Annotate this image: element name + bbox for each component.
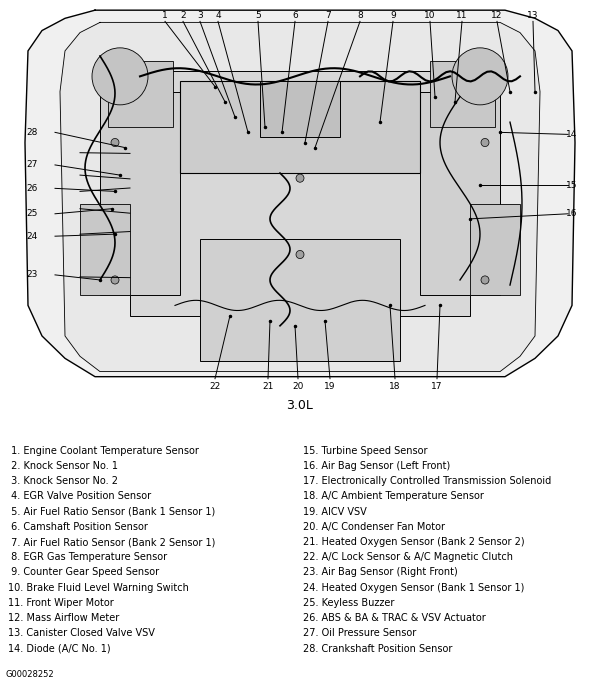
Text: 22: 22 bbox=[209, 382, 221, 391]
Text: 28. Crankshaft Position Sensor: 28. Crankshaft Position Sensor bbox=[303, 644, 452, 653]
Text: 20: 20 bbox=[292, 382, 304, 391]
Text: G00028252: G00028252 bbox=[5, 670, 53, 679]
Text: 5: 5 bbox=[255, 11, 261, 20]
Circle shape bbox=[111, 138, 119, 146]
Bar bbox=[430, 61, 495, 127]
Text: 23: 23 bbox=[26, 270, 38, 279]
Text: 11. Front Wiper Motor: 11. Front Wiper Motor bbox=[8, 598, 114, 608]
Text: 21: 21 bbox=[262, 382, 274, 391]
Circle shape bbox=[92, 48, 148, 105]
Text: 8. EGR Gas Temperature Sensor: 8. EGR Gas Temperature Sensor bbox=[8, 552, 167, 562]
Text: 13. Canister Closed Valve VSV: 13. Canister Closed Valve VSV bbox=[8, 629, 155, 638]
Text: 7: 7 bbox=[325, 11, 331, 20]
Text: 2. Knock Sensor No. 1: 2. Knock Sensor No. 1 bbox=[8, 461, 118, 471]
Circle shape bbox=[481, 138, 489, 146]
Text: 1: 1 bbox=[162, 11, 168, 20]
Text: 3. Knock Sensor No. 2: 3. Knock Sensor No. 2 bbox=[8, 476, 118, 486]
Text: 18. A/C Ambient Temperature Sensor: 18. A/C Ambient Temperature Sensor bbox=[303, 491, 484, 501]
Text: 10: 10 bbox=[424, 11, 436, 20]
Text: 12. Mass Airflow Meter: 12. Mass Airflow Meter bbox=[8, 613, 119, 623]
Text: 12: 12 bbox=[491, 11, 503, 20]
Bar bbox=[420, 92, 500, 295]
Text: 13: 13 bbox=[527, 11, 539, 20]
Circle shape bbox=[452, 48, 508, 105]
Text: 4: 4 bbox=[215, 11, 221, 20]
Text: 14. Diode (A/C No. 1): 14. Diode (A/C No. 1) bbox=[8, 644, 110, 653]
Text: 19. AICV VSV: 19. AICV VSV bbox=[303, 507, 367, 516]
Bar bbox=[108, 61, 173, 127]
Text: 8: 8 bbox=[357, 11, 363, 20]
Circle shape bbox=[111, 276, 119, 284]
Circle shape bbox=[296, 174, 304, 182]
Bar bbox=[470, 204, 520, 295]
Circle shape bbox=[481, 276, 489, 284]
Text: 9. Counter Gear Speed Sensor: 9. Counter Gear Speed Sensor bbox=[8, 568, 159, 577]
Text: 16. Air Bag Sensor (Left Front): 16. Air Bag Sensor (Left Front) bbox=[303, 461, 450, 471]
Text: 6. Camshaft Position Sensor: 6. Camshaft Position Sensor bbox=[8, 522, 148, 532]
Bar bbox=[200, 239, 400, 361]
Text: 14: 14 bbox=[566, 130, 578, 139]
Text: 10. Brake Fluid Level Warning Switch: 10. Brake Fluid Level Warning Switch bbox=[8, 583, 189, 593]
Text: 15. Turbine Speed Sensor: 15. Turbine Speed Sensor bbox=[303, 446, 427, 456]
Text: 26: 26 bbox=[26, 184, 38, 193]
Text: 24: 24 bbox=[26, 232, 38, 241]
Text: 22. A/C Lock Sensor & A/C Magnetic Clutch: 22. A/C Lock Sensor & A/C Magnetic Clutc… bbox=[303, 552, 513, 562]
Text: 2: 2 bbox=[180, 11, 186, 20]
Text: 3.0L: 3.0L bbox=[287, 399, 313, 412]
Text: 17: 17 bbox=[431, 382, 443, 391]
Polygon shape bbox=[25, 10, 575, 377]
Text: 11: 11 bbox=[456, 11, 468, 20]
Text: 5. Air Fuel Ratio Sensor (Bank 1 Sensor 1): 5. Air Fuel Ratio Sensor (Bank 1 Sensor … bbox=[8, 507, 215, 516]
Text: 9: 9 bbox=[390, 11, 396, 20]
Text: 26. ABS & BA & TRAC & VSV Actuator: 26. ABS & BA & TRAC & VSV Actuator bbox=[303, 613, 486, 623]
Text: 1. Engine Coolant Temperature Sensor: 1. Engine Coolant Temperature Sensor bbox=[8, 446, 199, 456]
Text: 25. Keyless Buzzer: 25. Keyless Buzzer bbox=[303, 598, 394, 608]
Text: 20. A/C Condenser Fan Motor: 20. A/C Condenser Fan Motor bbox=[303, 522, 445, 532]
Bar bbox=[180, 81, 420, 173]
Text: 7. Air Fuel Ratio Sensor (Bank 2 Sensor 1): 7. Air Fuel Ratio Sensor (Bank 2 Sensor … bbox=[8, 537, 215, 547]
Text: 6: 6 bbox=[292, 11, 298, 20]
Bar bbox=[260, 81, 340, 137]
Text: 25: 25 bbox=[26, 209, 38, 218]
Bar bbox=[130, 71, 470, 315]
Text: 4. EGR Valve Position Sensor: 4. EGR Valve Position Sensor bbox=[8, 491, 151, 501]
Text: 24. Heated Oxygen Sensor (Bank 1 Sensor 1): 24. Heated Oxygen Sensor (Bank 1 Sensor … bbox=[303, 583, 524, 593]
Circle shape bbox=[296, 250, 304, 259]
Text: 18: 18 bbox=[389, 382, 401, 391]
Text: 28: 28 bbox=[26, 128, 38, 137]
Text: 27: 27 bbox=[26, 161, 38, 170]
Bar bbox=[80, 204, 130, 295]
Text: 19: 19 bbox=[324, 382, 336, 391]
Text: 16: 16 bbox=[566, 209, 578, 218]
Text: 17. Electronically Controlled Transmission Solenoid: 17. Electronically Controlled Transmissi… bbox=[303, 476, 551, 486]
Text: 27. Oil Pressure Sensor: 27. Oil Pressure Sensor bbox=[303, 629, 416, 638]
Text: 23. Air Bag Sensor (Right Front): 23. Air Bag Sensor (Right Front) bbox=[303, 568, 458, 577]
Text: 3: 3 bbox=[197, 11, 203, 20]
Text: 21. Heated Oxygen Sensor (Bank 2 Sensor 2): 21. Heated Oxygen Sensor (Bank 2 Sensor … bbox=[303, 537, 524, 547]
Bar bbox=[100, 92, 180, 295]
Polygon shape bbox=[60, 23, 540, 371]
Text: 15: 15 bbox=[566, 181, 578, 189]
